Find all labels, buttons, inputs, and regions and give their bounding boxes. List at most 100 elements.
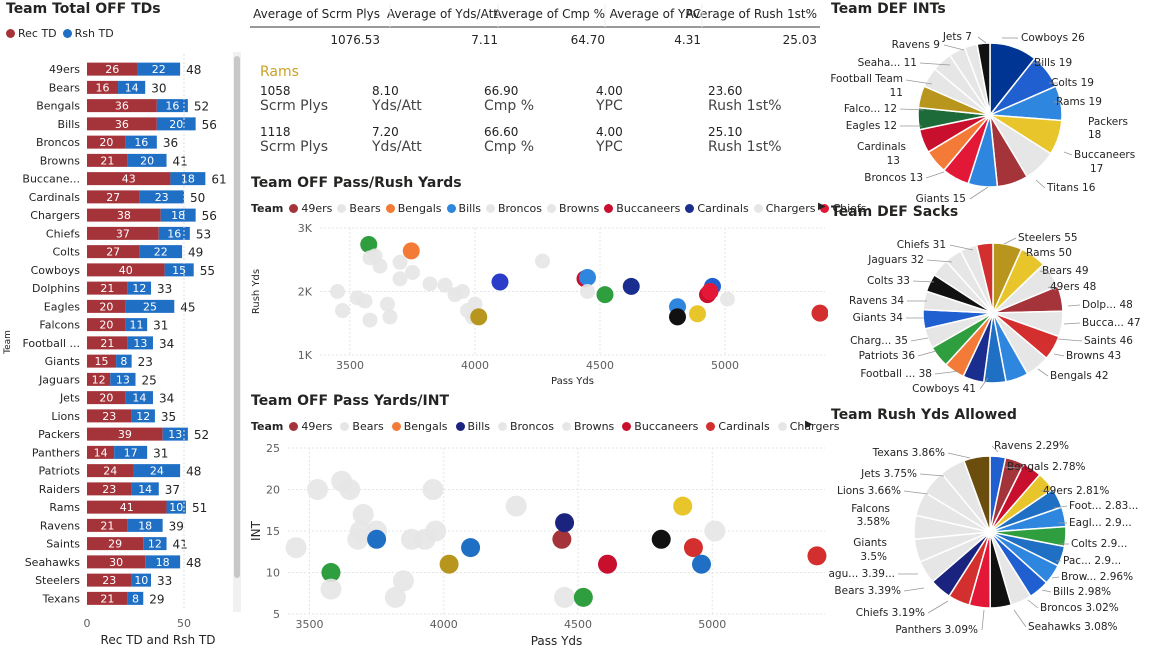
- pie-slice[interactable]: [962, 455, 991, 533]
- bar-rec-td[interactable]: [87, 245, 140, 259]
- scatter1-legend-more-icon[interactable]: ▶: [818, 201, 826, 212]
- bar-rec-td[interactable]: [87, 537, 144, 551]
- bar-rush-td[interactable]: [116, 354, 132, 368]
- bar-rush-td[interactable]: [127, 153, 167, 167]
- bar-rush-td[interactable]: [114, 445, 148, 459]
- legend-item[interactable]: Bills: [455, 420, 490, 433]
- scatter-point[interactable]: [491, 273, 509, 291]
- scatter-point[interactable]: [691, 554, 711, 574]
- bar-rush-td[interactable]: [139, 190, 184, 204]
- scatter-point[interactable]: [669, 308, 686, 326]
- bar-rush-td[interactable]: [139, 245, 183, 259]
- scatter-point[interactable]: [362, 250, 378, 266]
- scatter-point[interactable]: [573, 587, 593, 607]
- legend-item[interactable]: Bears: [337, 202, 381, 215]
- scatter-point[interactable]: [439, 554, 459, 574]
- bar-rec-td[interactable]: [87, 555, 146, 569]
- legend-item[interactable]: Broncos: [485, 202, 542, 215]
- scatter-point[interactable]: [467, 296, 483, 312]
- scatter-point[interactable]: [321, 563, 341, 582]
- scatter-point[interactable]: [554, 586, 576, 608]
- bar-rush-td[interactable]: [145, 555, 181, 569]
- bar-rec-td[interactable]: [87, 391, 126, 405]
- scatter2-legend-more-icon[interactable]: ▶: [805, 419, 813, 430]
- legend-item[interactable]: Broncos: [497, 420, 554, 433]
- scatter-point[interactable]: [402, 242, 420, 260]
- scatter-point[interactable]: [535, 253, 550, 269]
- bar-rec-td[interactable]: [87, 591, 128, 605]
- bar-rec-td[interactable]: [87, 464, 134, 478]
- bar-rec-td[interactable]: [87, 208, 161, 222]
- bar-rush-td[interactable]: [158, 226, 190, 240]
- legend-item[interactable]: Browns: [562, 420, 614, 433]
- bar-rush-td[interactable]: [131, 409, 155, 423]
- scatter-point[interactable]: [380, 296, 395, 312]
- bar-rush-td[interactable]: [143, 537, 167, 551]
- scatter-point[interactable]: [392, 271, 408, 287]
- legend-item[interactable]: Chargers: [777, 420, 839, 433]
- bar-rush-td[interactable]: [127, 281, 152, 295]
- scatter-point[interactable]: [285, 537, 307, 559]
- scatter-point[interactable]: [372, 258, 388, 274]
- bar-rec-td[interactable]: [87, 281, 128, 295]
- scatter-point[interactable]: [362, 312, 378, 328]
- bar-rush-td[interactable]: [125, 391, 153, 405]
- bar-rec-td[interactable]: [87, 427, 163, 441]
- bar-rush-td[interactable]: [160, 208, 196, 222]
- scatter-point[interactable]: [461, 538, 481, 558]
- bar-rec-td[interactable]: [87, 226, 159, 240]
- bar-rush-td[interactable]: [110, 372, 136, 386]
- scatter-point[interactable]: [807, 546, 827, 566]
- bar-rush-td[interactable]: [127, 336, 153, 350]
- scatter-point[interactable]: [335, 303, 350, 319]
- bar-rush-td[interactable]: [125, 318, 148, 332]
- bar-rec-td[interactable]: [87, 99, 157, 113]
- bar-rec-td[interactable]: [87, 409, 132, 423]
- bar-rec-td[interactable]: [87, 372, 111, 386]
- bar-rush-td[interactable]: [162, 427, 188, 441]
- bar-rec-td[interactable]: [87, 135, 126, 149]
- legend-item[interactable]: Bears: [340, 420, 384, 433]
- scatter-point[interactable]: [701, 283, 719, 300]
- legend-item-rec[interactable]: Rec TD: [6, 27, 57, 40]
- scatter-point[interactable]: [598, 554, 618, 574]
- bar-rush-td[interactable]: [127, 591, 144, 605]
- scatter-point[interactable]: [622, 277, 640, 295]
- bar-rec-td[interactable]: [87, 518, 128, 532]
- scatter-point[interactable]: [683, 538, 703, 558]
- legend-item[interactable]: Bills: [446, 202, 481, 215]
- scatter-point[interactable]: [320, 578, 342, 600]
- scatter-point[interactable]: [392, 570, 414, 592]
- scatter-point[interactable]: [689, 305, 706, 323]
- scatter-point[interactable]: [720, 291, 735, 307]
- scatter-point[interactable]: [357, 293, 373, 309]
- scatter-point[interactable]: [405, 264, 420, 280]
- scatter-point[interactable]: [651, 529, 671, 549]
- legend-item[interactable]: Cardinals: [706, 420, 770, 433]
- bar-rec-td[interactable]: [87, 172, 171, 186]
- bar-rush-td[interactable]: [118, 80, 146, 94]
- legend-item[interactable]: Bengals: [385, 202, 442, 215]
- bar-rush-td[interactable]: [131, 573, 152, 587]
- legend-item[interactable]: Chargers: [753, 202, 815, 215]
- scatter-point[interactable]: [704, 520, 726, 542]
- scatter-point[interactable]: [384, 586, 406, 608]
- scatter-point[interactable]: [552, 529, 572, 549]
- bar-rec-td[interactable]: [87, 445, 115, 459]
- scatter-point[interactable]: [470, 308, 488, 326]
- legend-item[interactable]: Buccaneers: [604, 202, 680, 215]
- legend-item[interactable]: Bengals: [391, 420, 448, 433]
- bar-rec-td[interactable]: [87, 500, 167, 514]
- bar-rec-td[interactable]: [87, 354, 117, 368]
- legend-item[interactable]: Buccaneers: [622, 420, 698, 433]
- scatter-point[interactable]: [505, 495, 527, 517]
- bar-rush-td[interactable]: [125, 299, 175, 313]
- legend-item[interactable]: Browns: [547, 202, 599, 215]
- scatter-point[interactable]: [673, 496, 693, 516]
- scatter-point[interactable]: [455, 284, 470, 299]
- bar-rec-td[interactable]: [87, 80, 119, 94]
- bar-rush-td[interactable]: [131, 482, 159, 496]
- bar-rush-td[interactable]: [125, 135, 157, 149]
- bar-rush-td[interactable]: [166, 500, 186, 514]
- scatter-point[interactable]: [347, 528, 369, 550]
